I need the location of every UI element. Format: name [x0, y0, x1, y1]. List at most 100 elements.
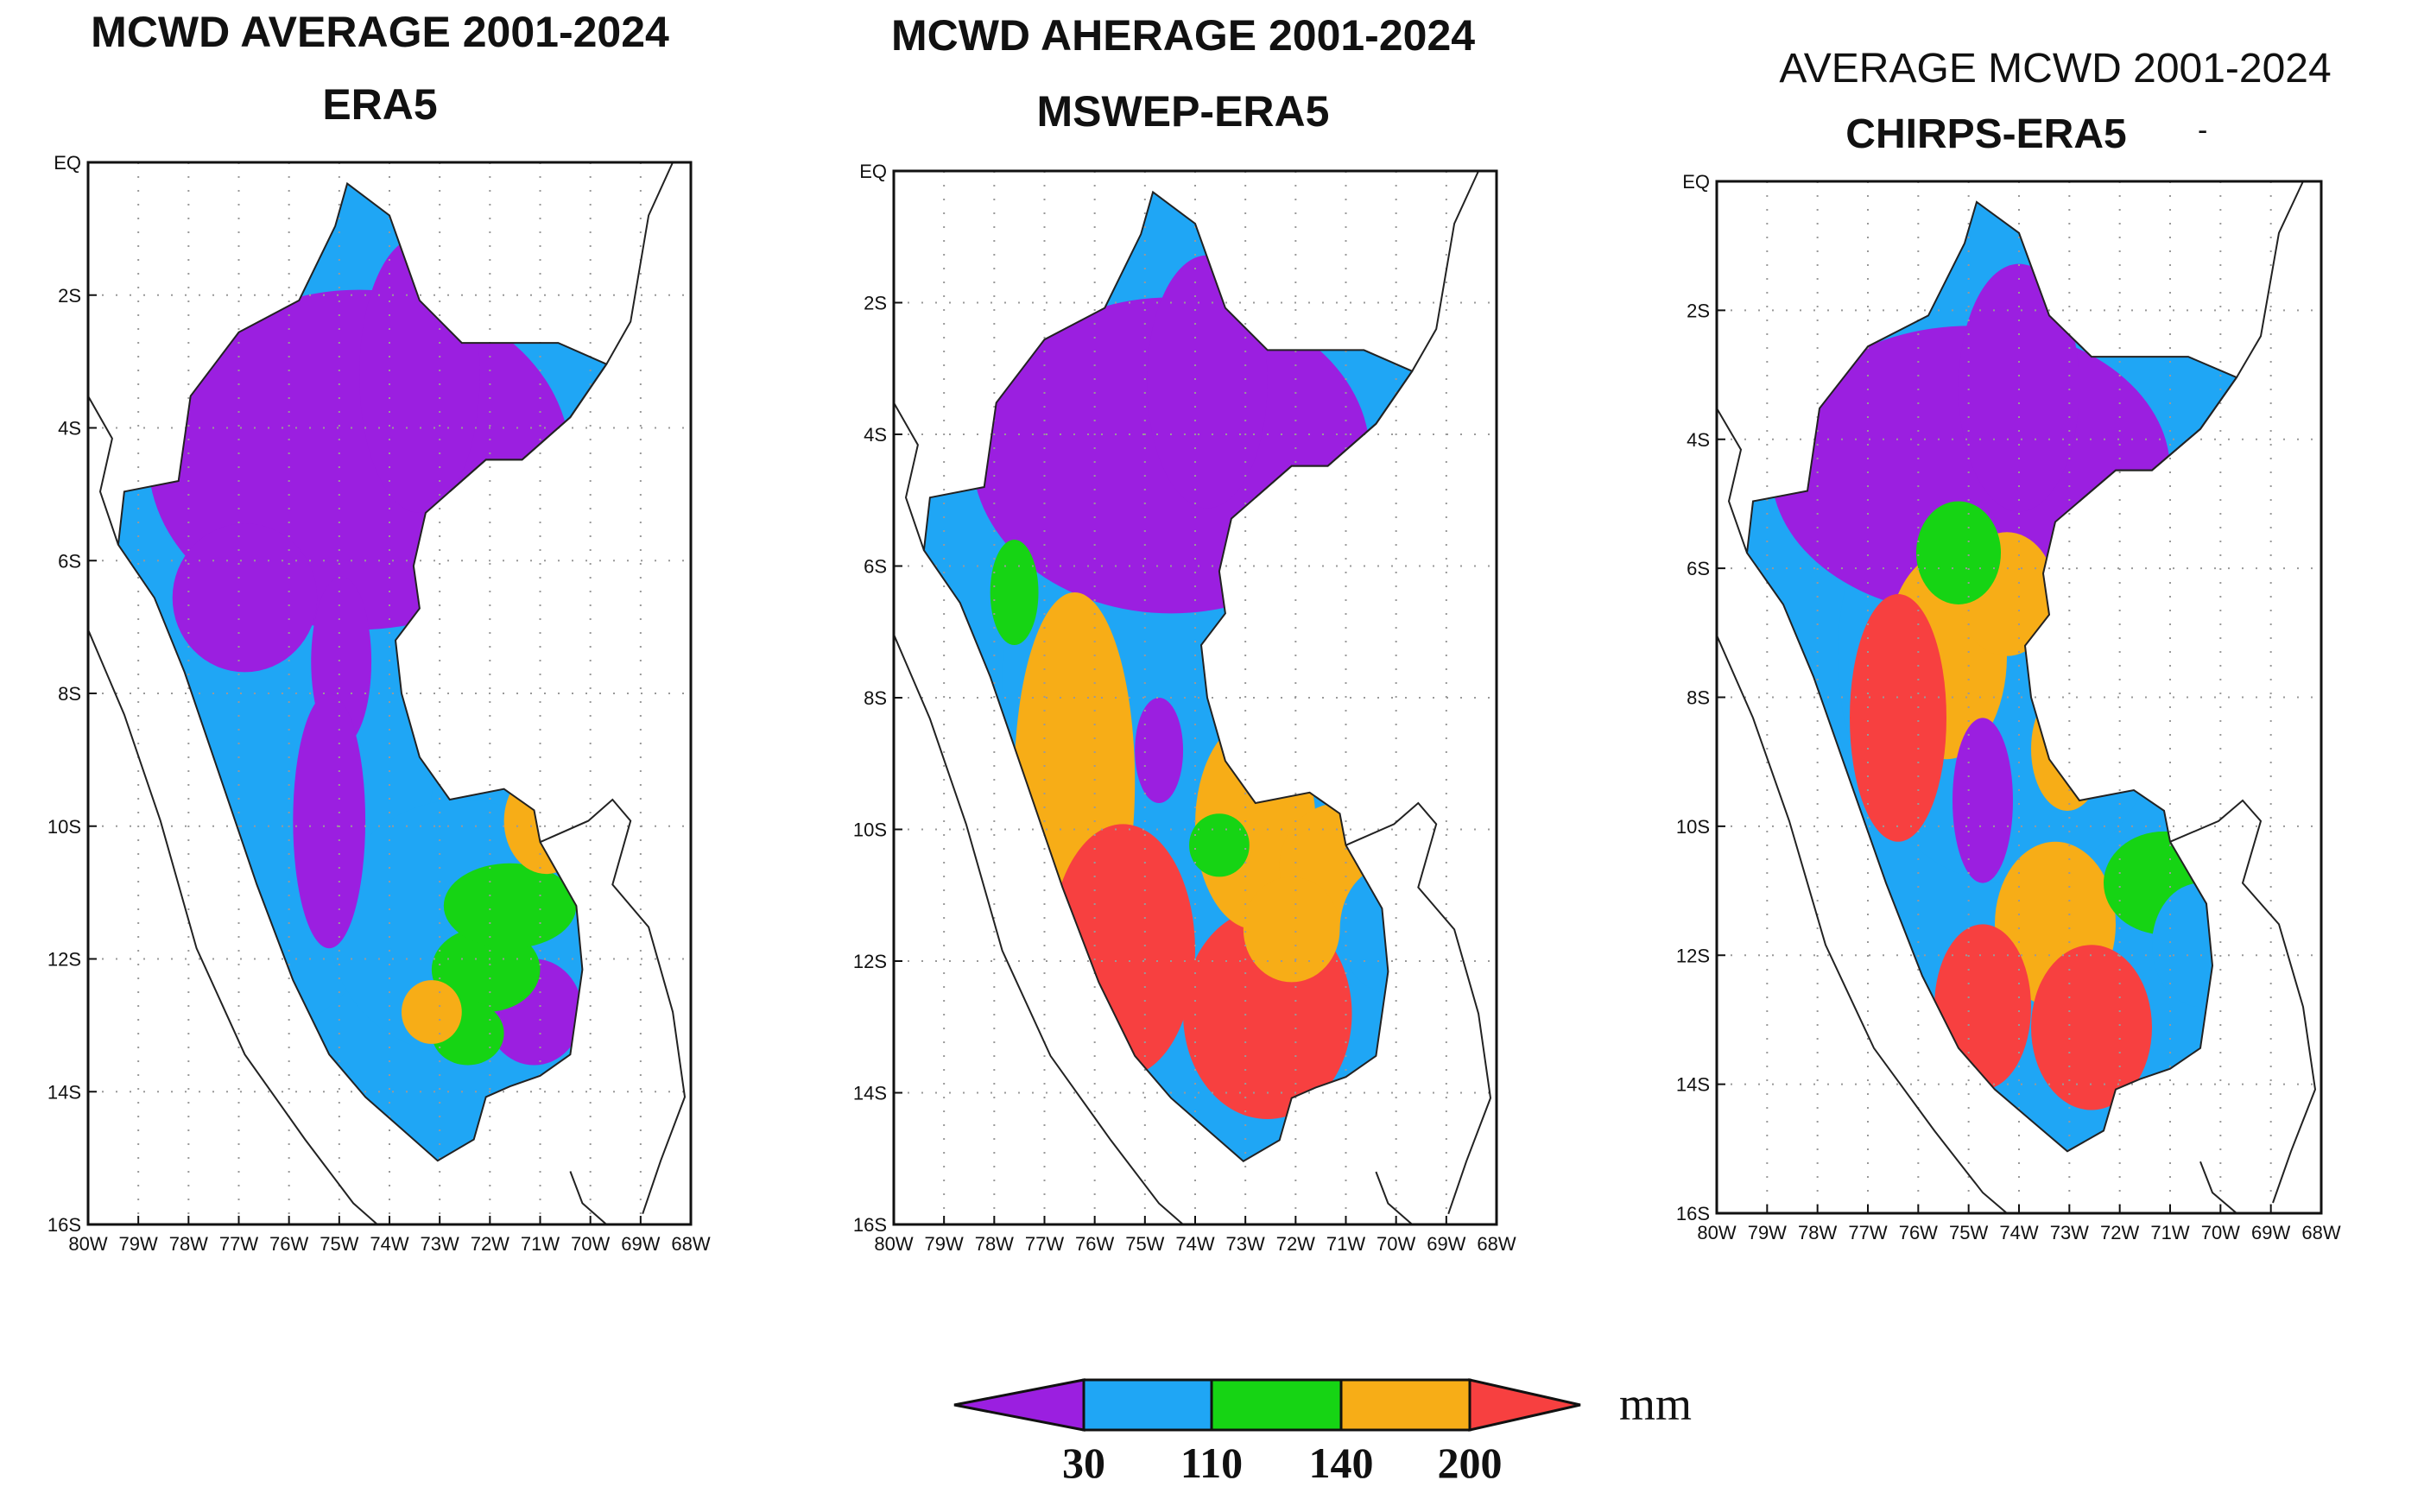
mcwd-zone-orange	[401, 980, 462, 1044]
map-panel-era5: MCWD AVERAGE 2001-2024 ERA5	[0, 0, 777, 1278]
lat-label: 6S	[1687, 558, 1710, 579]
mcwd-zone-red	[1050, 824, 1195, 1078]
mcwd-zone-orange	[503, 768, 589, 875]
mcwd-field	[923, 192, 1413, 1161]
colorbar-tick-0: 30	[1062, 1439, 1105, 1487]
colorbar-tick-3: 200	[1437, 1439, 1503, 1487]
mcwd-zone-red	[1850, 594, 1946, 842]
mcwd-field	[1747, 201, 2237, 1152]
lat-label: 6S	[58, 550, 81, 572]
lat-label: 4S	[1687, 429, 1710, 451]
lon-label: 77W	[1848, 1222, 1887, 1243]
panel-title-line1: MCWD AHERAGE 2001-2024	[890, 11, 1476, 60]
lat-label: EQ	[54, 152, 81, 174]
panel-title-line1: MCWD AVERAGE 2001-2024	[91, 8, 669, 56]
mcwd-zone-purple	[1147, 255, 1268, 509]
coastline-border	[2199, 1161, 2237, 1214]
lon-label: 78W	[975, 1233, 1014, 1255]
colorbar-segment-2	[1210, 1378, 1343, 1432]
lon-label: 72W	[471, 1233, 509, 1255]
lon-label: 76W	[269, 1233, 308, 1255]
lat-label: 12S	[47, 949, 81, 971]
lat-label: 2S	[864, 293, 887, 314]
lat-label: 14S	[1676, 1074, 1710, 1096]
mcwd-zone-green	[1189, 813, 1250, 877]
coastline-border	[87, 395, 119, 546]
mcwd-zone-purple	[1135, 698, 1184, 803]
panel-title-line2: MSWEP-ERA5	[1036, 87, 1330, 136]
lon-label: 68W	[2301, 1222, 2340, 1243]
coastline-border	[87, 629, 378, 1225]
lon-label: 71W	[521, 1233, 560, 1255]
lat-label: EQ	[1682, 171, 1710, 193]
lon-label: 69W	[621, 1233, 660, 1255]
mcwd-zone-green	[443, 863, 577, 949]
coastline-border	[569, 1171, 607, 1225]
colorbar	[953, 1378, 1581, 1432]
lon-label: 80W	[68, 1233, 107, 1255]
lon-label: 75W	[1949, 1222, 1988, 1243]
lon-label: 70W	[1377, 1233, 1415, 1255]
lon-label: 74W	[1175, 1233, 1214, 1255]
colorbar-segment-purple	[953, 1378, 1085, 1432]
lon-label: 76W	[1899, 1222, 1938, 1243]
lat-label: 6S	[864, 556, 887, 578]
coastline-border	[1375, 1171, 1413, 1225]
coastline-border	[449, 161, 674, 493]
lat-label: 16S	[853, 1214, 887, 1236]
coastline-border	[893, 634, 1184, 1225]
lon-label: 72W	[1276, 1233, 1315, 1255]
lon-label: 70W	[2201, 1222, 2240, 1243]
colorbar-unit: mm	[1619, 1378, 1693, 1430]
lat-label: 12S	[1676, 945, 1710, 966]
mcwd-zone-purple	[359, 237, 480, 513]
mcwd-zone-purple	[172, 523, 318, 673]
coastline-border	[1255, 170, 1480, 498]
colorbar-tick-2: 140	[1308, 1439, 1374, 1487]
mcwd-field	[117, 183, 607, 1161]
coastline-border	[1716, 635, 2008, 1214]
lat-label: EQ	[859, 161, 887, 182]
mcwd-zone-red	[1934, 924, 2031, 1090]
colorbar-segment-red	[1468, 1378, 1581, 1432]
colorbar-tick-1: 110	[1180, 1439, 1244, 1487]
coastline-border	[893, 402, 925, 551]
lon-label: 79W	[925, 1233, 964, 1255]
colorbar-segment-3	[1339, 1378, 1471, 1432]
lon-label: 80W	[1697, 1222, 1736, 1243]
lon-label: 78W	[1798, 1222, 1837, 1243]
lon-label: 73W	[1226, 1233, 1265, 1255]
lon-label: 72W	[2100, 1222, 2139, 1243]
lon-label: 77W	[1025, 1233, 1064, 1255]
lon-label: 71W	[2150, 1222, 2189, 1243]
lon-label: 74W	[1999, 1222, 2038, 1243]
panel-title-line1: AVERAGE MCWD 2001-2024	[1779, 46, 2332, 92]
mcwd-zone-purple	[293, 693, 366, 949]
colorbar-segment-1	[1082, 1378, 1213, 1432]
lon-label: 79W	[1748, 1222, 1787, 1243]
lon-label: 70W	[571, 1233, 610, 1255]
lat-label: 2S	[58, 285, 81, 307]
mcwd-zone-orange	[582, 820, 607, 1034]
lon-label: 79W	[119, 1233, 158, 1255]
lat-label: 8S	[864, 687, 887, 709]
mcwd-zone-orange	[2206, 831, 2237, 935]
lat-label: 2S	[1687, 300, 1710, 321]
lat-label: 10S	[47, 816, 81, 838]
lat-label: 14S	[853, 1083, 887, 1104]
mcwd-zone-blue	[2152, 883, 2237, 1008]
mcwd-zone-orange	[2031, 686, 2104, 811]
mcwd-zone-green	[1916, 501, 2001, 604]
coastline-border	[1345, 801, 1492, 1215]
mcwd-zone-orange	[1243, 876, 1340, 983]
lon-label: 69W	[2251, 1222, 2290, 1243]
panel-title-line2: ERA5	[322, 80, 438, 129]
coastline-border	[2079, 180, 2304, 503]
lat-label: 16S	[1676, 1203, 1710, 1224]
lat-label: 4S	[58, 418, 81, 440]
lon-label: 75W	[1125, 1233, 1164, 1255]
